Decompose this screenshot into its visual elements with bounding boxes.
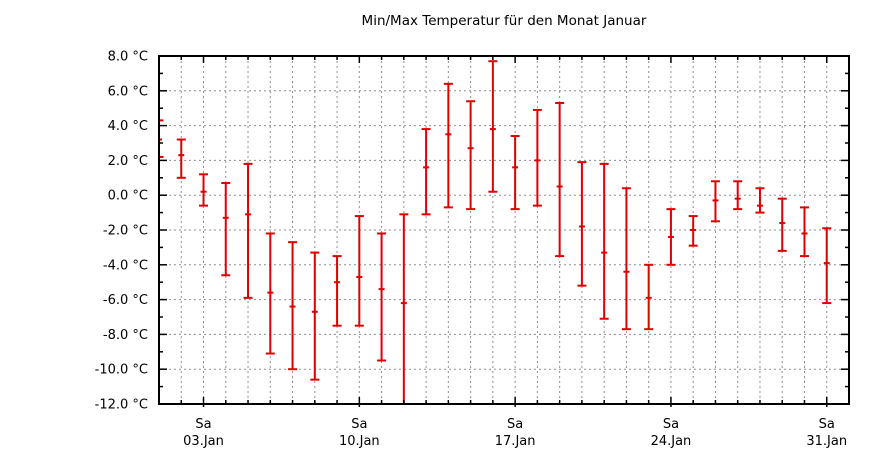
x-weekday-label: Sa (507, 417, 523, 432)
minmax-bar (755, 187, 765, 214)
x-weekday-label: Sa (663, 417, 679, 432)
y-tick-label: 0.0 °C (108, 189, 148, 204)
x-date-label: 10.Jan (339, 434, 380, 449)
minmax-bar (265, 232, 275, 355)
x-weekday-label: Sa (819, 417, 835, 432)
minmax-bar (377, 232, 387, 362)
y-tick-label: -10.0 °C (95, 363, 148, 378)
minmax-bar (532, 108, 542, 207)
minmax-bar (599, 162, 609, 320)
chart-title: Min/Max Temperatur für den Monat Januar (361, 13, 647, 29)
y-tick-label: 8.0 °C (108, 50, 148, 65)
minmax-bar (799, 206, 809, 258)
minmax-bar (421, 128, 431, 216)
minmax-bar (733, 180, 743, 211)
minmax-bar (176, 138, 186, 179)
minmax-bar (221, 182, 231, 277)
minmax-bar (159, 119, 164, 158)
minmax-bar (621, 187, 631, 331)
minmax-bar (577, 161, 587, 287)
y-tick-label: 6.0 °C (108, 84, 148, 99)
minmax-bar (488, 60, 498, 193)
grid (159, 56, 849, 404)
y-tick-label: -6.0 °C (103, 293, 148, 308)
minmax-bar (466, 100, 476, 211)
minmax-bar (644, 263, 654, 331)
y-tick-label: 2.0 °C (108, 154, 148, 169)
minmax-bar (443, 82, 453, 209)
minmax-bar (310, 251, 320, 381)
minmax-bar (710, 180, 720, 223)
minmax-bar (688, 215, 698, 247)
minmax-bar (399, 213, 409, 404)
x-date-label: 03.Jan (183, 434, 224, 449)
minmax-bar (822, 227, 832, 305)
minmax-bar (666, 208, 676, 266)
minmax-bar (288, 241, 298, 371)
x-date-label: 17.Jan (495, 434, 536, 449)
minmax-bar (777, 197, 787, 252)
minmax-bar (243, 162, 253, 299)
minmax-bar (332, 255, 342, 327)
x-weekday-label: Sa (195, 417, 211, 432)
minmax-bars (159, 60, 832, 404)
x-weekday-label: Sa (351, 417, 367, 432)
x-date-label: 24.Jan (651, 434, 692, 449)
x-date-label: 31.Jan (806, 434, 847, 449)
y-tick-label: -2.0 °C (103, 224, 148, 239)
y-tick-label: -8.0 °C (103, 328, 148, 343)
x-axis-labels: Sa 03.Jan Sa 10.Jan Sa 17.Jan Sa 24.Jan Sa 31.Jan (183, 417, 847, 449)
y-axis-labels: 8.0 °C 6.0 °C 4.0 °C 2.0 °C 0.0 °C -2.0 °C -4.… (95, 50, 148, 413)
minmax-bar (555, 101, 565, 258)
minmax-bar (199, 173, 209, 207)
y-tick-label: -12.0 °C (95, 398, 148, 413)
axis-ticks (159, 55, 849, 407)
y-tick-label: -4.0 °C (103, 258, 148, 273)
minmax-bar (510, 135, 520, 211)
y-tick-label: 4.0 °C (108, 119, 148, 134)
minmax-bar (354, 215, 364, 327)
